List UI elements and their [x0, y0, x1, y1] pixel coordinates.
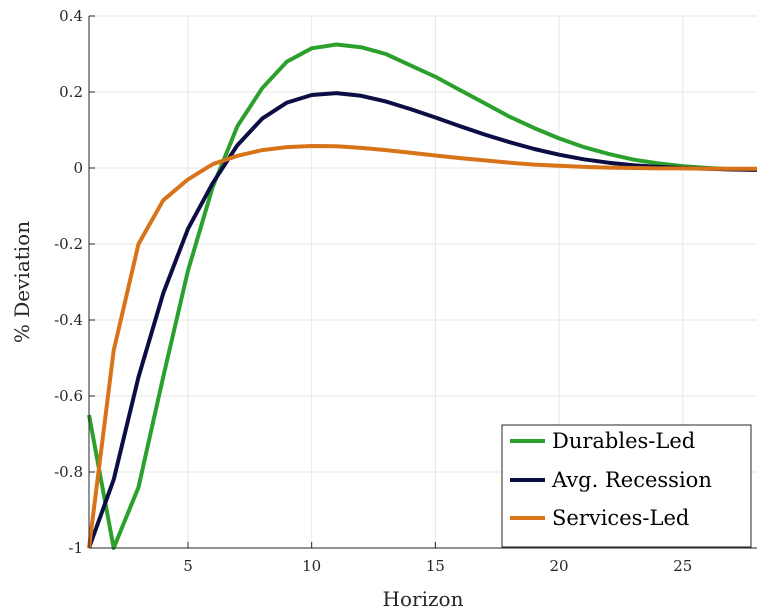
y-tick-label: -0.6	[54, 387, 83, 405]
legend: Durables-Led Avg. Recession Services-Led	[501, 424, 752, 548]
y-tick-label: 0.2	[59, 83, 83, 101]
series-line-avg-recession	[87, 91, 758, 549]
y-tick-label: 0	[73, 159, 83, 177]
y-ticks: -1 -0.8 -0.6 -0.4 -0.2 0 0.2 0.4	[54, 7, 95, 557]
y-tick-label: -0.4	[54, 311, 83, 329]
series-line-durables-led	[87, 42, 758, 550]
y-tick-label: -0.8	[54, 463, 83, 481]
y-tick-label: -1	[68, 539, 83, 557]
x-tick-label: 10	[302, 557, 321, 575]
y-axis-label: % Deviation	[10, 221, 34, 343]
legend-box	[501, 424, 752, 548]
legend-entry-label: Durables-Led	[552, 429, 695, 453]
x-tick-label: 15	[426, 557, 445, 575]
x-tick-label: 20	[550, 557, 569, 575]
x-tick-label: 25	[673, 557, 692, 575]
x-tick-label: 5	[183, 557, 193, 575]
x-axis-label: Horizon	[383, 587, 464, 611]
legend-entry-label: Avg. Recession	[551, 468, 712, 492]
series-layer	[87, 42, 758, 550]
y-tick-label: -0.2	[54, 235, 83, 253]
axes	[88, 16, 757, 549]
x-ticks: 5 10 15 20 25	[183, 542, 692, 575]
legend-entry-label: Services-Led	[552, 506, 689, 530]
series-line-services-led	[87, 144, 757, 549]
y-tick-label: 0.4	[59, 7, 83, 25]
